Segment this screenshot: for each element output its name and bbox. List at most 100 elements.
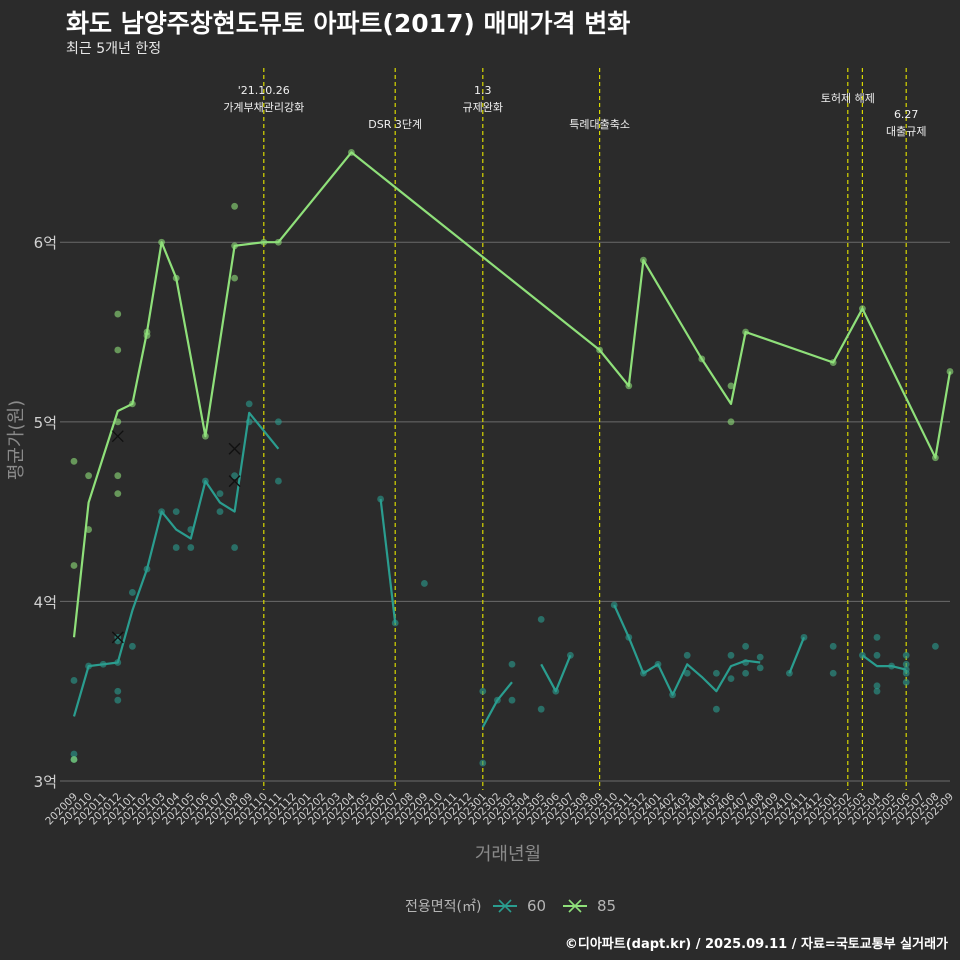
series-line-60 bbox=[481, 681, 513, 728]
data-point-85 bbox=[727, 382, 735, 390]
y-axis-title: 평균가(원) bbox=[6, 400, 27, 480]
cancelled-marker bbox=[228, 442, 241, 455]
legend-title: 전용면적(㎡) bbox=[405, 899, 481, 915]
data-point-60 bbox=[902, 669, 910, 677]
y-tick-label: 5억 bbox=[34, 414, 57, 432]
data-point-60 bbox=[829, 642, 837, 650]
data-point-60 bbox=[537, 615, 545, 623]
event-label: 1.3 bbox=[474, 84, 492, 97]
data-point-85 bbox=[85, 472, 92, 480]
data-point-60 bbox=[508, 660, 516, 668]
data-point-85 bbox=[114, 346, 122, 354]
data-point-60 bbox=[756, 664, 764, 672]
data-point-60 bbox=[275, 418, 282, 426]
data-point-60 bbox=[902, 651, 910, 659]
data-point-60 bbox=[129, 589, 136, 596]
data-point-85 bbox=[727, 418, 735, 426]
chart-title: 화도 남양주창현도뮤토 아파트(2017) 매매가격 변화 bbox=[66, 9, 631, 38]
legend: 전용면적(㎡) 60 85 bbox=[405, 897, 616, 915]
cancel-stroke bbox=[228, 442, 241, 455]
series-line-60 bbox=[72, 411, 280, 717]
series-line-60 bbox=[379, 498, 397, 624]
event-label: DSR 3단계 bbox=[368, 118, 422, 131]
x-axis: 2020092020102020112020122021012021022021… bbox=[43, 790, 956, 827]
event-label: '21.10.26 bbox=[238, 84, 290, 97]
data-point-60 bbox=[70, 750, 78, 758]
cancel-stroke bbox=[228, 475, 241, 488]
data-point-60 bbox=[216, 490, 224, 498]
legend-label: 60 bbox=[527, 897, 546, 915]
data-point-60 bbox=[187, 544, 195, 551]
data-point-60 bbox=[873, 687, 881, 695]
data-point-60 bbox=[683, 669, 691, 677]
data-point-60 bbox=[275, 477, 282, 485]
data-point-60 bbox=[713, 669, 720, 677]
event-label: 토허제 해제 bbox=[821, 91, 875, 105]
data-point-60 bbox=[231, 472, 239, 480]
data-point-85 bbox=[70, 562, 78, 569]
y-tick-label: 3억 bbox=[34, 773, 57, 791]
data-point-60 bbox=[756, 653, 764, 661]
series-line-85 bbox=[72, 151, 952, 638]
series bbox=[70, 149, 954, 767]
data-point-85 bbox=[70, 756, 78, 763]
data-point-60 bbox=[932, 642, 939, 650]
source-caption: ©디아파트(dapt.kr) / 2025.09.11 / 자료=국토교통부 실… bbox=[564, 937, 948, 952]
event-label: 6.27 bbox=[894, 108, 919, 121]
data-point-85 bbox=[231, 202, 239, 210]
data-point-60 bbox=[216, 508, 224, 516]
data-point-60 bbox=[114, 637, 122, 645]
data-point-60 bbox=[683, 651, 691, 659]
data-point-60 bbox=[742, 669, 749, 677]
data-point-60 bbox=[902, 678, 910, 686]
data-point-60 bbox=[231, 544, 239, 551]
data-point-60 bbox=[172, 508, 180, 516]
event-label: 대출규제 bbox=[886, 125, 926, 138]
data-point-60 bbox=[245, 400, 253, 408]
grid: 3억 4억 5억 6억 bbox=[34, 234, 950, 791]
legend-label: 85 bbox=[597, 897, 616, 915]
cancel-stroke bbox=[111, 430, 124, 443]
data-point-85 bbox=[114, 418, 122, 426]
data-point-60 bbox=[421, 580, 428, 587]
series-line-60 bbox=[613, 604, 761, 696]
data-point-60 bbox=[873, 682, 881, 690]
series-line-60 bbox=[788, 636, 806, 674]
data-point-60 bbox=[479, 759, 487, 767]
data-point-85 bbox=[114, 490, 122, 498]
data-point-60 bbox=[727, 651, 735, 659]
data-point-85 bbox=[70, 457, 78, 465]
data-point-60 bbox=[114, 696, 122, 704]
data-point-60 bbox=[829, 669, 837, 677]
data-point-85 bbox=[231, 274, 239, 282]
chart-subtitle: 최근 5개년 한정 bbox=[66, 41, 162, 57]
data-point-60 bbox=[537, 705, 545, 713]
cancelled-marker bbox=[111, 430, 124, 443]
data-point-60 bbox=[713, 705, 720, 713]
cancel-stroke bbox=[111, 631, 124, 644]
cancelled-marker bbox=[228, 475, 241, 488]
legend-key-mark bbox=[568, 899, 582, 913]
cancelled-marker bbox=[111, 631, 124, 644]
data-point-60 bbox=[479, 687, 487, 695]
data-point-60 bbox=[902, 660, 910, 668]
data-point-85 bbox=[114, 472, 122, 480]
event-label: 가계부채관리강화 bbox=[223, 101, 304, 114]
data-point-60 bbox=[129, 642, 136, 650]
y-tick-label: 6억 bbox=[34, 234, 57, 252]
series-line-60 bbox=[540, 654, 572, 693]
legend-key-mark bbox=[498, 899, 512, 913]
data-point-60 bbox=[70, 677, 78, 684]
event-label: 규제완화 bbox=[463, 101, 503, 114]
data-point-60 bbox=[114, 687, 122, 695]
data-point-60 bbox=[873, 633, 881, 641]
data-point-85 bbox=[114, 310, 122, 318]
data-point-60 bbox=[508, 696, 516, 704]
x-axis-title: 거래년월 bbox=[475, 844, 541, 865]
y-tick-label: 4억 bbox=[34, 593, 57, 611]
data-point-60 bbox=[172, 544, 180, 551]
series-line-60 bbox=[861, 654, 907, 671]
event-label: 특례대출축소 bbox=[569, 118, 630, 131]
